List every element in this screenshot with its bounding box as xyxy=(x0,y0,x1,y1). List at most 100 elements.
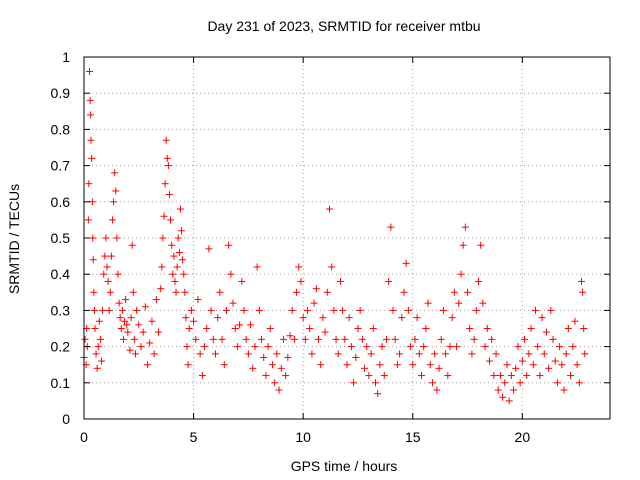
data-point xyxy=(209,335,217,343)
data-point xyxy=(277,364,285,372)
data-point xyxy=(374,390,382,398)
data-point xyxy=(117,325,125,332)
data-point xyxy=(135,321,143,329)
data-point xyxy=(111,169,119,177)
data-point xyxy=(418,372,426,380)
data-point xyxy=(98,357,106,365)
data-point xyxy=(295,263,303,271)
data-point xyxy=(470,335,478,343)
data-point xyxy=(164,162,172,170)
data-point xyxy=(564,325,572,332)
data-point xyxy=(293,288,301,296)
data-point xyxy=(448,314,456,322)
y-tick-label: 0.9 xyxy=(51,85,71,101)
data-point xyxy=(122,296,130,304)
data-point xyxy=(380,372,388,380)
y-tick-label: 0.2 xyxy=(51,339,71,355)
data-point xyxy=(505,397,513,405)
data-point xyxy=(545,364,553,372)
data-point xyxy=(556,343,564,351)
data-point xyxy=(247,321,255,329)
data-point xyxy=(192,335,200,343)
data-point xyxy=(551,357,559,365)
data-point xyxy=(510,386,518,394)
data-point xyxy=(369,325,377,332)
data-point xyxy=(514,343,522,351)
data-point xyxy=(534,343,542,351)
data-point xyxy=(323,288,331,296)
data-point xyxy=(99,306,107,314)
y-tick-label: 0.8 xyxy=(51,121,71,137)
data-point xyxy=(312,285,320,293)
x-tick-label: 5 xyxy=(190,429,198,445)
data-point xyxy=(279,335,287,343)
data-point xyxy=(442,350,450,358)
data-point xyxy=(389,306,397,314)
data-point xyxy=(158,263,166,271)
data-point xyxy=(385,277,393,285)
data-point xyxy=(580,325,588,332)
data-point xyxy=(173,263,181,271)
data-point xyxy=(84,216,92,224)
axis-ticks xyxy=(83,56,610,420)
data-point xyxy=(415,350,423,358)
data-point xyxy=(107,252,115,260)
data-point xyxy=(363,343,371,351)
data-point xyxy=(492,350,500,358)
data-point xyxy=(347,343,355,351)
data-point xyxy=(558,361,566,369)
data-point xyxy=(413,314,421,322)
data-point xyxy=(96,335,104,343)
data-point xyxy=(112,187,120,195)
data-point xyxy=(358,335,366,343)
grid xyxy=(84,57,610,419)
data-point xyxy=(328,263,336,271)
data-point xyxy=(540,350,548,358)
data-point xyxy=(531,306,539,314)
data-point xyxy=(92,350,100,358)
data-point xyxy=(529,361,537,369)
data-point xyxy=(553,379,561,387)
data-point xyxy=(579,288,587,296)
data-point xyxy=(352,353,360,361)
data-point xyxy=(325,205,333,213)
data-point xyxy=(165,191,173,199)
data-point xyxy=(181,288,189,296)
x-axis-label: GPS time / hours xyxy=(291,458,398,474)
data-point xyxy=(152,296,160,304)
data-point xyxy=(251,343,259,351)
data-point xyxy=(90,288,98,296)
data-point xyxy=(365,372,373,380)
data-point xyxy=(155,328,163,336)
data-point xyxy=(466,325,474,332)
data-point xyxy=(547,306,555,314)
data-point xyxy=(196,350,204,358)
data-point xyxy=(542,328,550,336)
data-point xyxy=(282,372,290,380)
data-point xyxy=(129,288,137,296)
data-point xyxy=(171,277,179,285)
data-point xyxy=(127,314,135,322)
data-point xyxy=(168,241,176,249)
data-point xyxy=(503,361,511,369)
data-point xyxy=(376,361,384,369)
data-point xyxy=(187,306,195,314)
data-point xyxy=(402,259,410,267)
tick-labels: 00.10.20.30.40.50.60.70.80.910 5 10 15 20 xyxy=(51,49,531,445)
data-point xyxy=(227,270,235,278)
data-point xyxy=(464,288,472,296)
data-point xyxy=(275,386,283,394)
data-point xyxy=(205,245,213,253)
data-point xyxy=(89,234,97,242)
data-point xyxy=(420,343,428,351)
data-point xyxy=(118,306,126,314)
data-point xyxy=(255,306,263,314)
data-point xyxy=(185,325,193,332)
data-point xyxy=(424,299,432,307)
data-point xyxy=(231,325,239,332)
data-point xyxy=(288,306,296,314)
data-point xyxy=(435,364,443,372)
data-point xyxy=(306,325,314,332)
y-tick-label: 0.7 xyxy=(51,158,71,174)
data-point xyxy=(581,350,589,358)
